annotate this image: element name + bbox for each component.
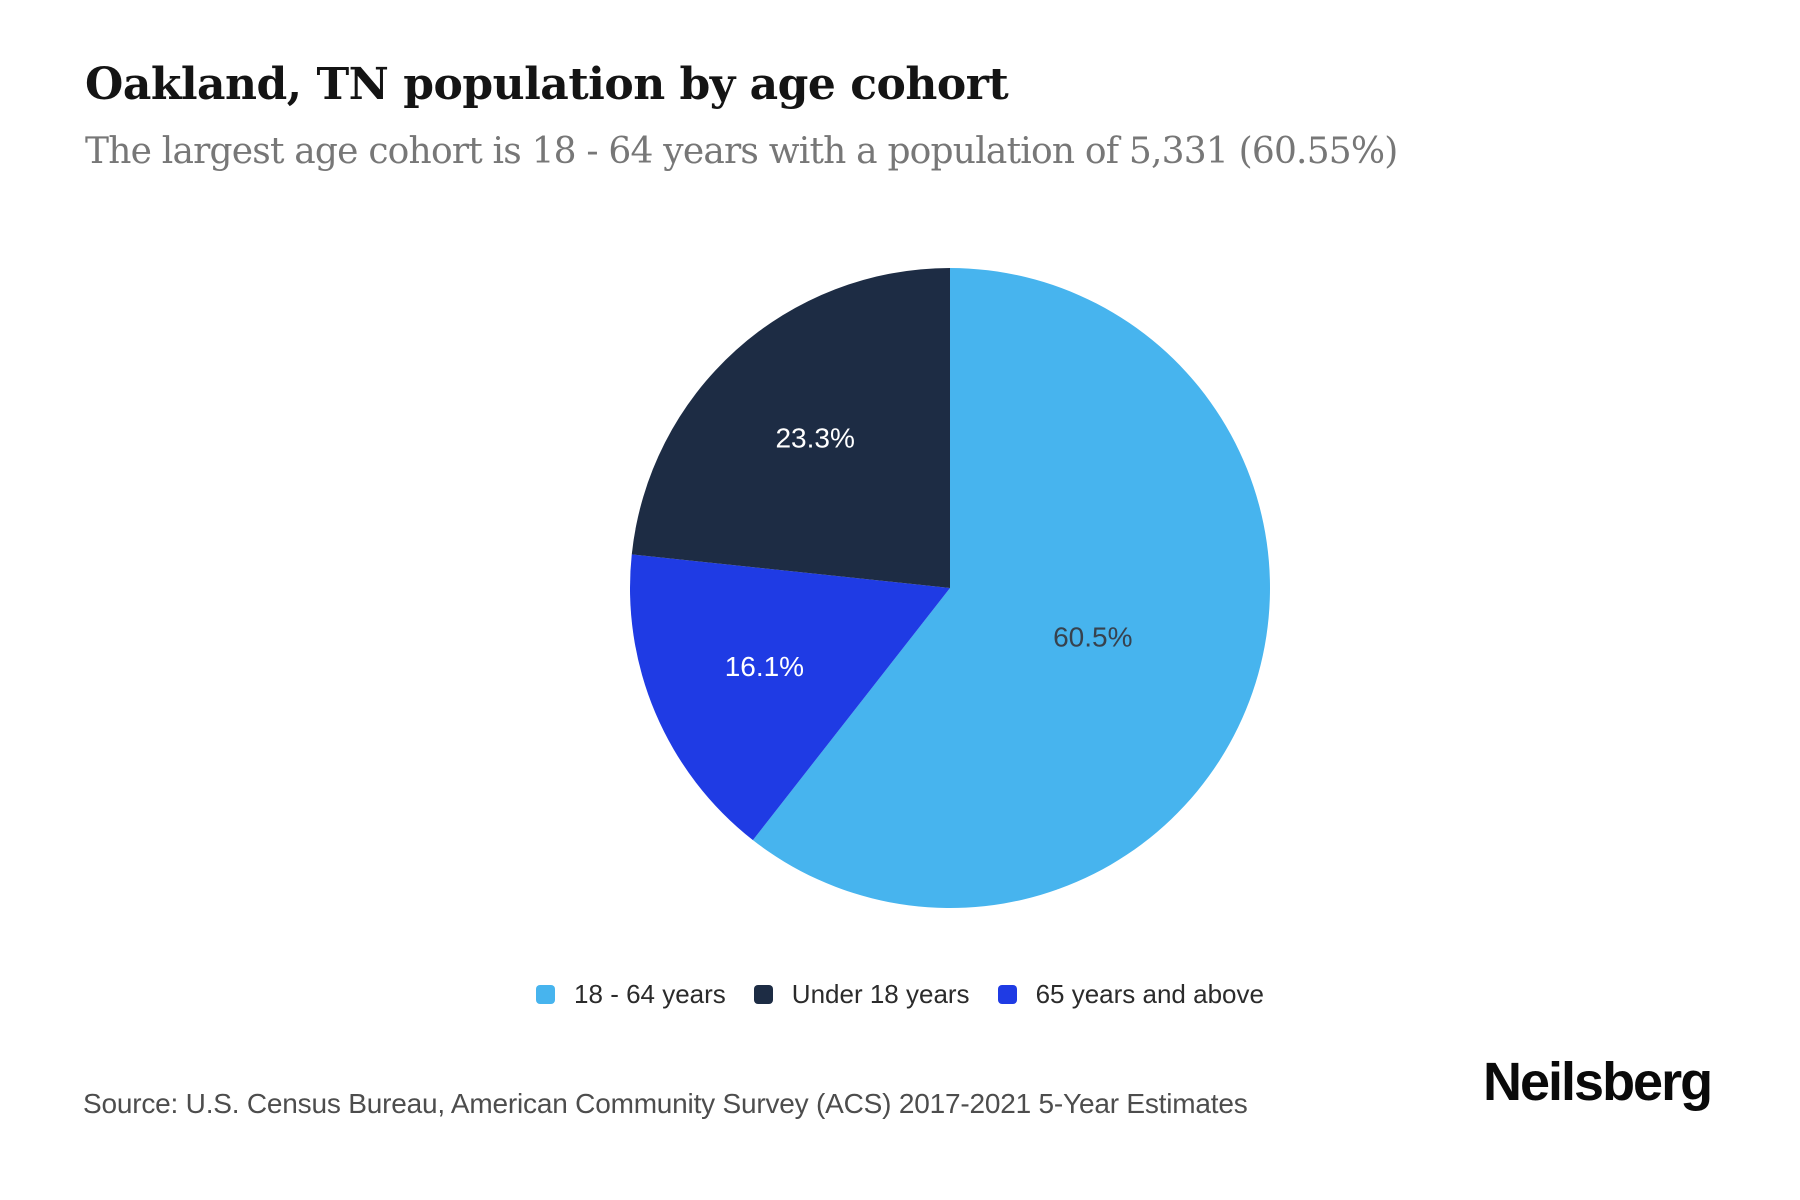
source-text: Source: U.S. Census Bureau, American Com… [83, 1088, 1248, 1119]
pie-slice-18-64-years[interactable] [752, 268, 1271, 908]
legend-swatch-icon [536, 984, 556, 1004]
pie-chart: 60.5% 16.1% 23.3% [625, 263, 1275, 913]
pie-slice-65-years-and-above[interactable] [629, 554, 950, 841]
pie-svg: 60.5%16.1%23.3% [629, 268, 1271, 908]
legend-swatch-icon [997, 984, 1017, 1004]
legend-label: 65 years and above [1035, 979, 1264, 1009]
brand-logo: Neilsberg [1483, 1052, 1713, 1112]
legend-swatch-icon [753, 984, 773, 1004]
page-subtitle: The largest age cohort is 18 - 64 years … [85, 131, 1398, 172]
page-title: Oakland, TN population by age cohort [85, 59, 1009, 110]
legend: 18 - 64 years Under 18 years 65 years and … [0, 981, 1800, 1007]
legend-item-65-years-and-above[interactable]: 65 years and above [997, 979, 1264, 1009]
legend-label: Under 18 years [791, 979, 970, 1009]
legend-item-18-64-years[interactable]: 18 - 64 years [536, 981, 726, 1007]
legend-item-under-18-years[interactable]: Under 18 years [753, 979, 970, 1009]
pie-slice-under-18-years[interactable] [631, 268, 950, 588]
legend-label: 18 - 64 years [574, 979, 726, 1009]
